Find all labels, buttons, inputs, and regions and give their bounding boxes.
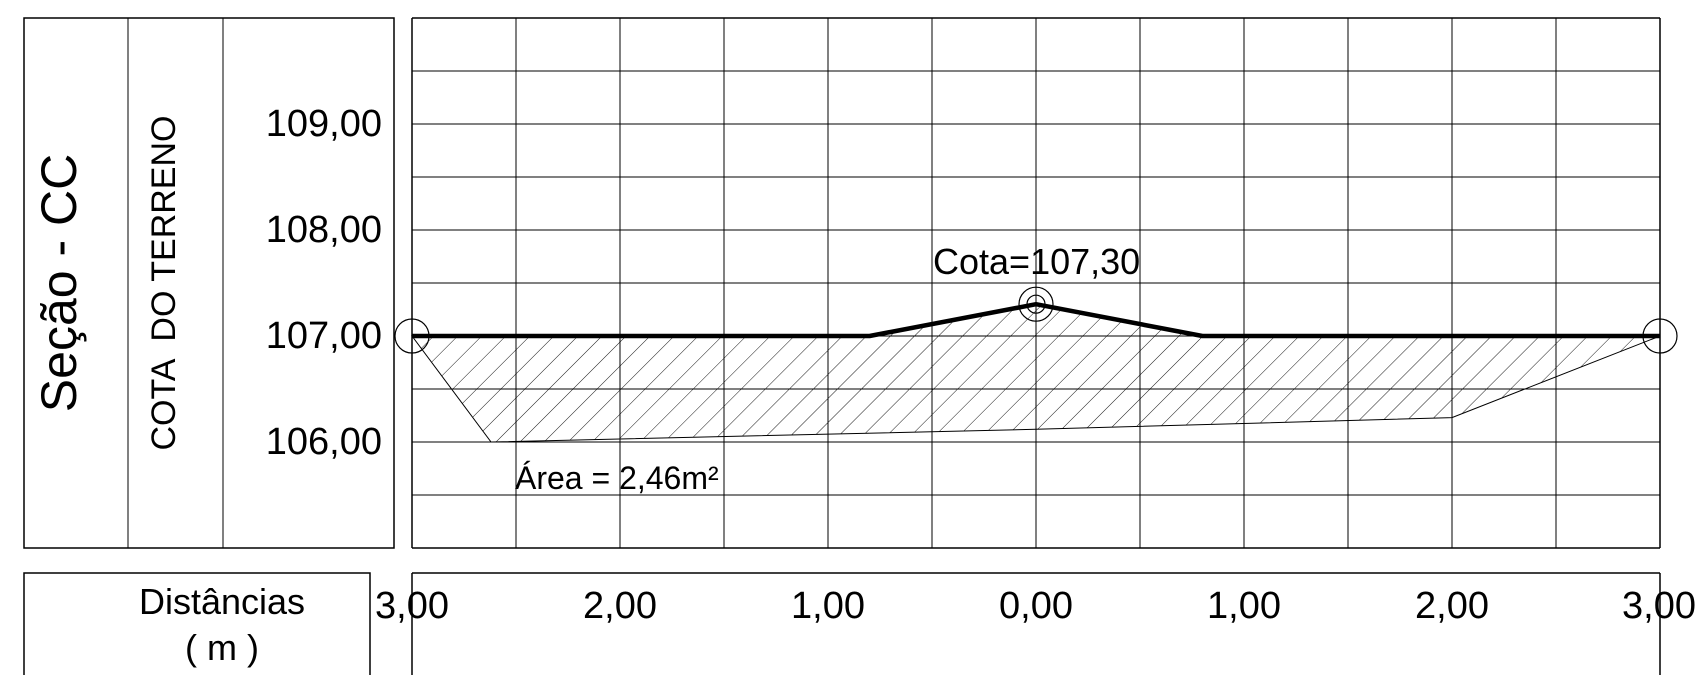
distance-label: 2,00 (583, 585, 657, 627)
point-marker-circle (1018, 286, 1054, 322)
point-marker-inner (1026, 294, 1046, 314)
distance-header-line1: Distâncias (139, 581, 305, 622)
distance-header-line2: ( m ) (185, 627, 259, 668)
area-annotation: Área = 2,46m² (515, 460, 719, 496)
elevation-annotation: Cota=107,30 (933, 241, 1140, 282)
elevation-label: 106,00 (266, 421, 382, 463)
point-marker-circle (394, 318, 430, 354)
elevation-labels: 109,00 108,00 107,00 106,00 (266, 103, 382, 463)
distance-label: 2,00 (1415, 585, 1489, 627)
distance-label: 1,00 (791, 585, 865, 627)
terrain-profile-line (412, 301, 1660, 339)
distance-labels: 3,00 2,00 1,00 0,00 1,00 2,00 3,00 (375, 585, 1696, 627)
section-title: Seção - CC (31, 154, 87, 412)
header-table: Seção - CC COTA DO TERRENO (23, 17, 395, 549)
elevation-label: 108,00 (266, 209, 382, 251)
distance-table: Distâncias ( m ) 3,00 2,00 1,00 0,00 1,00 2,0… (23, 572, 1696, 675)
elevation-label: 109,00 (266, 103, 382, 145)
elevation-label: 107,00 (266, 315, 382, 357)
distance-label: 1,00 (1207, 585, 1281, 627)
point-marker-circle (1642, 318, 1678, 354)
distance-header-box (23, 572, 371, 675)
header-table-border (23, 17, 395, 549)
distance-label: 3,00 (375, 585, 449, 627)
distance-label: 0,00 (999, 585, 1073, 627)
marked-points (394, 286, 1678, 354)
row-header-label: COTA DO TERRENO (145, 115, 183, 450)
distance-label: 3,00 (1622, 585, 1696, 627)
hatched-area (411, 303, 1661, 443)
